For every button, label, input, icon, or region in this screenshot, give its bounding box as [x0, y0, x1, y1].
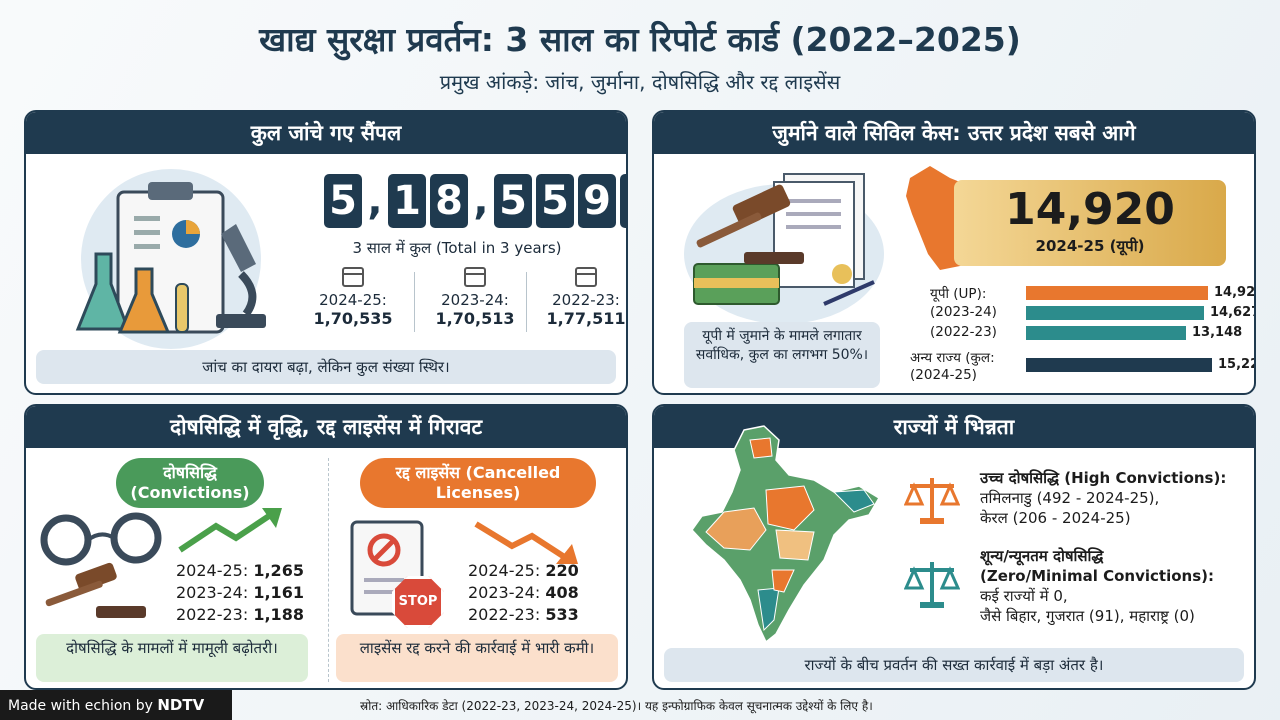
divider — [328, 458, 329, 682]
year-value: 1,70,535 — [313, 309, 393, 328]
row-value: 1,188 — [253, 605, 304, 624]
conviction-row: 2023-24: 1,161 — [176, 583, 304, 602]
brand-name: NDTV — [157, 696, 205, 714]
digit: 8 — [430, 174, 468, 228]
states-panel: राज्यों में भिन्नता उच्च दोषसिद्धि (High… — [652, 404, 1256, 690]
license-row: 2023-24: 408 — [468, 583, 579, 602]
digit: 5 — [494, 174, 532, 228]
high-convictions-title: उच्च दोषसिद्धि (High Convictions): — [980, 469, 1227, 487]
year-label: 2024-25: — [319, 291, 387, 309]
bar-value: 15,222 — [1218, 357, 1254, 372]
divider — [414, 272, 415, 332]
low-convictions-title: शून्य/न्यूनतम दोषसिद्धि — [980, 547, 1104, 565]
gavel-money-icon — [684, 173, 884, 324]
licenses-note: लाइसेंस रद्द करने की कार्रवाई में भारी क… — [336, 634, 618, 682]
row-label: 2022-23: — [468, 605, 541, 624]
digit: + — [620, 174, 626, 228]
source-note: स्रोत: आधिकारिक डेटा (2022-23, 2023-24, … — [360, 699, 873, 713]
scale-orange-icon — [904, 478, 960, 524]
calendar-icon — [464, 267, 486, 287]
row-label: 2023-24: — [468, 583, 541, 602]
total-caption: 3 साल में कुल (Total in 3 years) — [352, 239, 562, 257]
low-convictions-text: शून्य/न्यूनतम दोषसिद्धि (Zero/Minimal Co… — [980, 546, 1214, 626]
high-convictions-line: तमिलनाडु (492 - 2024-25), — [980, 489, 1160, 507]
handcuffs-gavel-icon — [40, 512, 162, 618]
license-row: 2024-25: 220 — [468, 561, 579, 580]
row-value: 408 — [545, 583, 579, 602]
digit: 5 — [536, 174, 574, 228]
row-value: 1,265 — [253, 561, 304, 580]
brand-prefix: Made with — [8, 698, 81, 714]
samples-panel: कुल जांचे गए सैंपल 5 , 1 8 , 5 5 9 + 3 स… — [24, 110, 628, 395]
bar-up-2022-23 — [1026, 326, 1186, 340]
lab-clipboard-icon — [75, 169, 266, 349]
page-title: खाद्य सुरक्षा प्रवर्तन: 3 साल का रिपोर्ट… — [259, 20, 1021, 59]
up-fine-caption: 2024-25 (यूपी) — [1035, 237, 1145, 255]
bar-value: 14,920 — [1214, 285, 1256, 300]
year-value: 1,70,513 — [435, 309, 515, 328]
high-convictions-line: केरल (206 - 2024-25) — [980, 509, 1131, 527]
digit-separator: , — [473, 178, 489, 224]
year-stat: 2023-24: 1,70,513 — [420, 267, 530, 328]
up-fine-value: 14,920 — [1005, 184, 1175, 235]
convictions-pill: दोषसिद्धि (Convictions) — [116, 458, 264, 508]
year-stat: 2022-23: 1,77,511 — [531, 267, 626, 328]
page-subtitle: प्रमुख आंकड़े: जांच, जुर्माना, दोषसिद्धि… — [439, 70, 841, 94]
india-map-icon — [691, 425, 881, 644]
calendar-icon — [575, 267, 597, 287]
bar-other-states — [1026, 358, 1212, 372]
row-label: 2022-23: — [176, 605, 249, 624]
bar-value: 14,627 — [1210, 305, 1256, 320]
digit-separator: , — [367, 178, 383, 224]
total-samples-counter: 5 , 1 8 , 5 5 9 + — [324, 174, 626, 228]
calendar-icon — [342, 267, 364, 287]
bar-value: 13,148 — [1192, 325, 1243, 340]
row-label: 2024-25: — [468, 561, 541, 580]
brand-mid: echion by — [84, 698, 153, 714]
fines-note: यूपी में जुमाने के मामले लगातार सर्वाधिक… — [684, 322, 880, 388]
low-convictions-title: (Zero/Minimal Convictions): — [980, 567, 1214, 585]
low-convictions-line: जैसे बिहार, गुजरात (91), महाराष्ट्र (0) — [980, 607, 1195, 625]
row-value: 1,161 — [253, 583, 304, 602]
bar-label: यूपी (UP): — [930, 286, 987, 302]
license-row: 2022-23: 533 — [468, 605, 579, 624]
convictions-panel: दोषसिद्धि में वृद्धि, रद्द लाइसेंस में ग… — [24, 404, 628, 690]
year-label: 2023-24: — [441, 291, 509, 309]
row-value: 220 — [545, 561, 579, 580]
fines-panel: जुर्माने वाले सिविल केस: उत्तर प्रदेश सब… — [652, 110, 1256, 395]
digit: 9 — [578, 174, 616, 228]
bar-label: (2022-23) — [930, 324, 997, 340]
scale-teal-icon — [904, 562, 960, 608]
row-value: 533 — [545, 605, 579, 624]
digit: 1 — [388, 174, 426, 228]
samples-footer-note: जांच का दायरा बढ़ा, लेकिन कुल संख्या स्थ… — [36, 350, 616, 384]
bar-label: (2023-24) — [930, 304, 997, 320]
row-label: 2023-24: — [176, 583, 249, 602]
samples-heading: कुल जांचे गए सैंपल — [26, 112, 626, 154]
high-convictions-text: उच्च दोषसिद्धि (High Convictions): तमिलन… — [980, 468, 1226, 528]
stop-sign-icon: STOP — [392, 576, 444, 628]
brand-badge: Made with echion by NDTV — [0, 690, 232, 720]
bar-up-2023-24 — [1026, 306, 1204, 320]
trend-down-arrow-icon — [474, 521, 578, 564]
bar-label: अन्य राज्य (कुल: (2024-25) — [910, 350, 995, 383]
up-highlight-box: 14,920 2024-25 (यूपी) — [954, 180, 1226, 266]
year-label: 2022-23: — [552, 291, 620, 309]
convictions-note: दोषसिद्धि के मामलों में मामूली बढ़ोतरी। — [36, 634, 308, 682]
trend-up-arrow-icon — [178, 508, 282, 553]
digit: 5 — [324, 174, 362, 228]
convictions-heading: दोषसिद्धि में वृद्धि, रद्द लाइसेंस में ग… — [26, 406, 626, 448]
low-convictions-line: कई राज्यों में 0, — [980, 587, 1068, 605]
conviction-row: 2022-23: 1,188 — [176, 605, 304, 624]
states-footer-note: राज्यों के बीच प्रवर्तन की सख्त कार्रवाई… — [664, 648, 1244, 682]
cancelled-licenses-pill: रद्द लाइसेंस (Cancelled Licenses) — [360, 458, 596, 508]
bar-up-2024-25 — [1026, 286, 1208, 300]
year-stat: 2024-25: 1,70,535 — [298, 267, 408, 328]
year-value: 1,77,511 — [546, 309, 626, 328]
fines-heading: जुर्माने वाले सिविल केस: उत्तर प्रदेश सब… — [654, 112, 1254, 154]
conviction-row: 2024-25: 1,265 — [176, 561, 304, 580]
row-label: 2024-25: — [176, 561, 249, 580]
divider — [526, 272, 527, 332]
